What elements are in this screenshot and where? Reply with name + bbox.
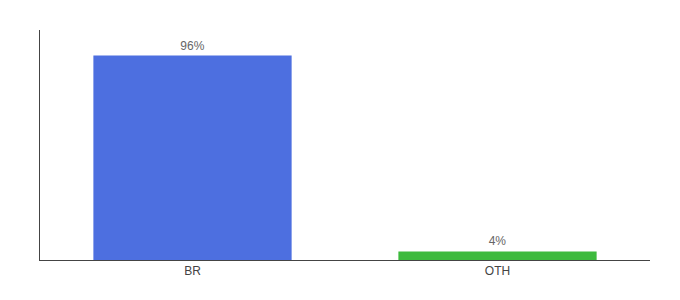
svg-text:OTH: OTH — [485, 264, 510, 278]
svg-text:4%: 4% — [489, 234, 507, 248]
svg-text:96%: 96% — [180, 39, 204, 53]
svg-text:BR: BR — [184, 264, 201, 278]
